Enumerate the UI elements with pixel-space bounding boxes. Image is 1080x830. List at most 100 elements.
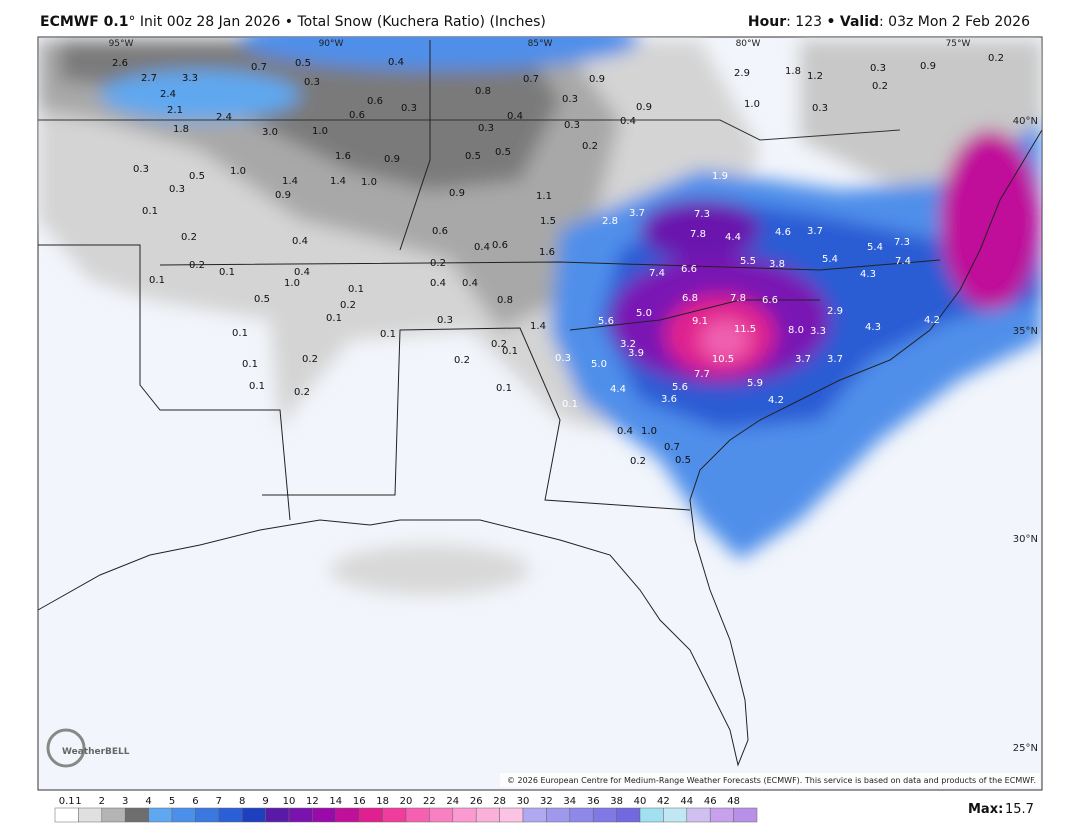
hour: : 123 — [786, 14, 823, 30]
snow-value: 1.2 — [807, 71, 823, 82]
logo: WeatherBELL — [62, 747, 130, 757]
snow-value: 0.5 — [295, 58, 311, 69]
snow-value: 11.5 — [734, 324, 756, 335]
snow-value: 0.2 — [302, 354, 318, 365]
snow-value: 0.2 — [181, 232, 197, 243]
colorbar-tick: 6 — [192, 796, 198, 807]
lon-label: 95°W — [109, 39, 134, 49]
colorbar-tick: 46 — [704, 796, 717, 807]
snow-value: 0.1 — [380, 329, 396, 340]
colorbar-swatch — [499, 807, 524, 823]
colorbar-swatch — [241, 807, 266, 823]
snow-value: 0.3 — [304, 77, 320, 88]
colorbar-tick: 16 — [353, 796, 366, 807]
snow-value: 5.0 — [591, 359, 607, 370]
lat-label: 40°N — [1013, 116, 1038, 127]
snow-value: 4.3 — [865, 322, 881, 333]
snow-value: 3.3 — [182, 73, 198, 84]
colorbar-swatch — [452, 807, 477, 823]
snow-value: 5.4 — [867, 242, 883, 253]
colorbar-swatch — [218, 807, 243, 823]
copyright-bg — [500, 773, 1040, 787]
colorbar-swatch — [54, 807, 79, 823]
colorbar-swatch — [101, 807, 126, 823]
colorbar-swatch — [148, 807, 173, 823]
snow-value: 0.1 — [232, 328, 248, 339]
colorbar-tick: 44 — [680, 796, 693, 807]
snow-value: 4.4 — [725, 232, 741, 243]
snow-value: 3.7 — [807, 226, 823, 237]
snow-value: 0.1 — [496, 383, 512, 394]
colorbar-tick: 3 — [122, 796, 128, 807]
snow-value: 0.7 — [251, 62, 267, 73]
colorbar-swatch — [171, 807, 196, 823]
snow-value: 0.2 — [872, 81, 888, 92]
snow-value: 0.2 — [454, 355, 470, 366]
snow-value: 0.5 — [254, 294, 270, 305]
snow-value: 3.2 — [620, 339, 636, 350]
left-title: ECMWF 0.1° Init 00z 28 Jan 2026 • Total … — [40, 14, 546, 30]
max-label: Max: — [968, 802, 1003, 817]
colorbar-tick: 9 — [262, 796, 268, 807]
colorbar-swatch — [124, 807, 149, 823]
colorbar-swatch — [709, 807, 734, 823]
colorbar-tick: 2 — [99, 796, 105, 807]
colorbar-swatch — [686, 807, 711, 823]
snow-value: 5.9 — [747, 378, 763, 389]
degree: ° — [128, 14, 136, 30]
snow-value: 0.2 — [340, 300, 356, 311]
snow-value: 1.5 — [540, 216, 556, 227]
snow-value: 0.1 — [149, 275, 165, 286]
snow-value: 6.6 — [681, 264, 697, 275]
snow-value: 7.4 — [895, 256, 911, 267]
snow-value: 2.1 — [167, 105, 183, 116]
colorbar-tick: 26 — [470, 796, 483, 807]
snow-value: 0.6 — [349, 110, 365, 121]
snow-value: 2.9 — [827, 306, 843, 317]
snow-value: 1.0 — [361, 177, 377, 188]
snow-value: 0.9 — [275, 190, 291, 201]
snow-value: 0.8 — [497, 295, 513, 306]
colorbar-swatch — [639, 807, 664, 823]
colorbar-tick: 0.1 — [59, 796, 75, 807]
colorbar-swatch — [265, 807, 290, 823]
bullet: • — [284, 14, 293, 30]
colorbar-tick: 22 — [423, 796, 436, 807]
snow-value: 0.3 — [870, 63, 886, 74]
snow-value: 10.5 — [712, 354, 734, 365]
snow-value: 0.6 — [367, 96, 383, 107]
snow-value: 1.6 — [539, 247, 555, 258]
snow-value: 0.2 — [582, 141, 598, 152]
colorbar-swatch — [733, 807, 758, 823]
colorbar-tick: 18 — [376, 796, 389, 807]
snow-value: 0.4 — [617, 426, 633, 437]
snow-value: 0.1 — [142, 206, 158, 217]
snow-value: 0.9 — [920, 61, 936, 72]
valid: : 03z Mon 2 Feb 2026 — [879, 14, 1030, 30]
snow-value: 5.6 — [672, 382, 688, 393]
snow-value: 0.1 — [249, 381, 265, 392]
colorbar-tick: 34 — [563, 796, 576, 807]
snow-value: 0.4 — [388, 57, 404, 68]
snow-value: 0.5 — [189, 171, 205, 182]
snow-value: 1.4 — [530, 321, 546, 332]
snow-value: 5.4 — [822, 254, 838, 265]
snow-value: 4.2 — [768, 395, 784, 406]
colorbar-tick: 32 — [540, 796, 553, 807]
snow-value: 0.4 — [474, 242, 490, 253]
colorbar-tick: 14 — [329, 796, 342, 807]
lon-label: 85°W — [528, 39, 553, 49]
snow-value: 1.9 — [712, 171, 728, 182]
colorbar-swatch — [569, 807, 594, 823]
snow-value: 0.2 — [491, 339, 507, 350]
snow-value: 4.2 — [924, 315, 940, 326]
colorbar-tick: 8 — [239, 796, 245, 807]
snow-value: 4.4 — [610, 384, 626, 395]
snow-value: 6.8 — [682, 293, 698, 304]
logo-mark — [46, 728, 86, 768]
colorbar-swatch — [358, 807, 383, 823]
snow-value: 7.8 — [690, 229, 706, 240]
colorbar-swatch — [429, 807, 454, 823]
snow-value: 7.4 — [649, 268, 665, 279]
colorbar-swatch — [312, 807, 337, 823]
